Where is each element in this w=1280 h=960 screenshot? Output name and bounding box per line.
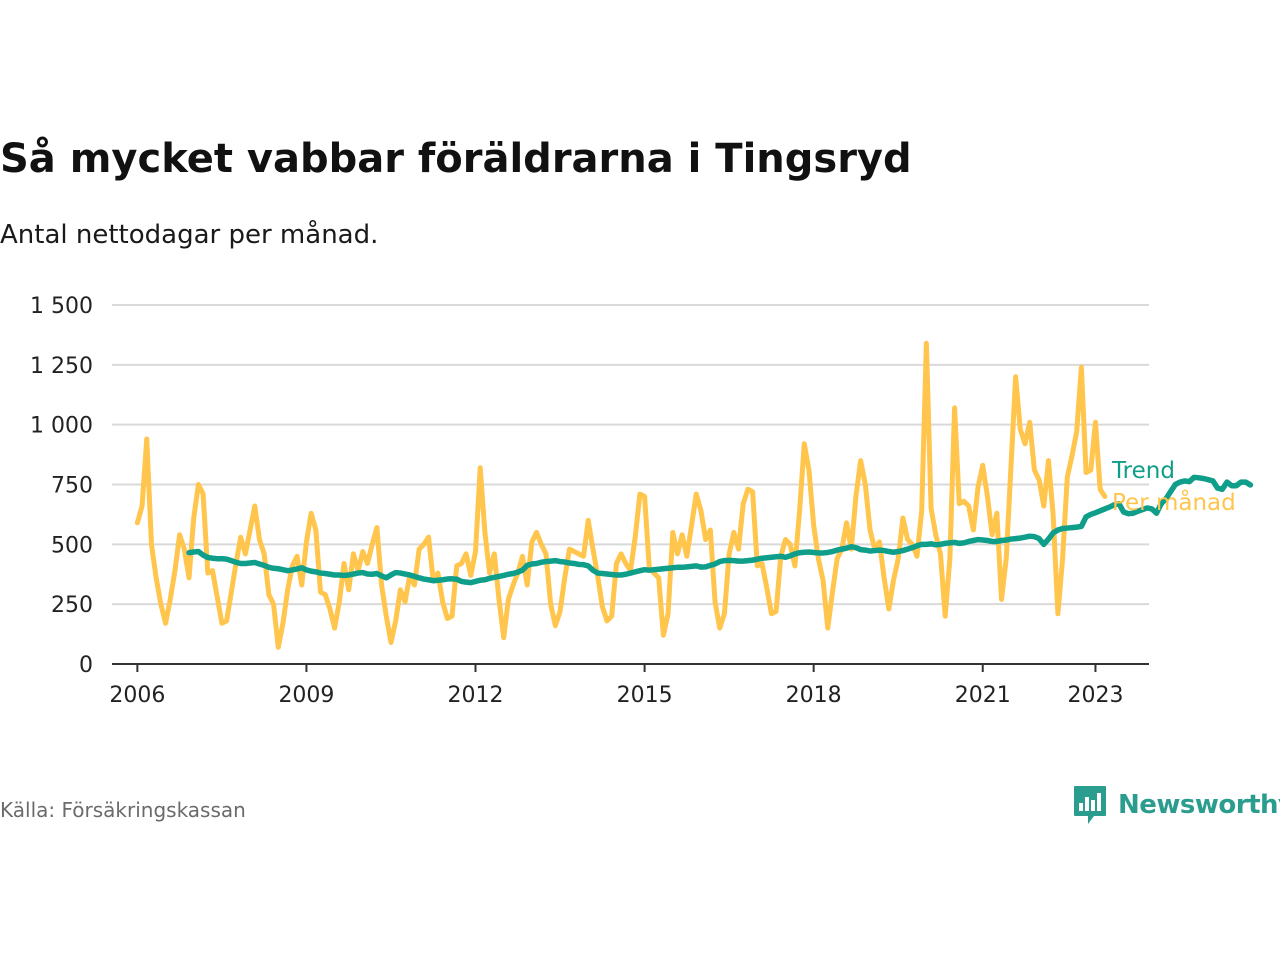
y-tick-label: 500 bbox=[51, 533, 93, 558]
brand-name: Newsworthy bbox=[1118, 790, 1280, 820]
y-tick-label: 1 250 bbox=[30, 354, 93, 379]
brand-logo: Newsworthy bbox=[1072, 784, 1280, 826]
x-tick-label: 2012 bbox=[448, 683, 504, 708]
series-labels: Per månad Trend bbox=[1111, 458, 1236, 516]
y-axis-tick-labels: 0 250 500 750 1 000 1 250 1 500 bbox=[30, 294, 93, 678]
x-tick-label: 2006 bbox=[109, 683, 165, 708]
newsworthy-logo-icon bbox=[1074, 786, 1106, 824]
series-lines bbox=[134, 340, 1254, 650]
y-tick-label: 250 bbox=[51, 593, 93, 618]
y-tick-label: 1 000 bbox=[30, 414, 93, 439]
series-line-trend bbox=[186, 474, 1254, 586]
y-tick-label: 750 bbox=[51, 474, 93, 499]
y-tick-label: 0 bbox=[79, 653, 93, 678]
chart-title: Så mycket vabbar föräldrarna i Tingsryd bbox=[0, 136, 912, 182]
x-tick-label: 2023 bbox=[1067, 683, 1123, 708]
x-tick-label: 2009 bbox=[278, 683, 334, 708]
series-line-per-month bbox=[134, 340, 1108, 650]
x-axis: 2006 2009 2012 2015 2018 2021 2023 bbox=[109, 663, 1149, 708]
x-tick-label: 2021 bbox=[955, 683, 1011, 708]
x-tick-label: 2018 bbox=[786, 683, 842, 708]
series-label: Per månad bbox=[1112, 488, 1236, 516]
y-tick-label: 1 500 bbox=[30, 294, 93, 319]
x-tick-label: 2015 bbox=[617, 683, 673, 708]
chart-subtitle: Antal nettodagar per månad. bbox=[0, 220, 379, 250]
source-note: Källa: Försäkringskassan bbox=[0, 798, 246, 822]
series-label: Trend bbox=[1111, 458, 1175, 484]
